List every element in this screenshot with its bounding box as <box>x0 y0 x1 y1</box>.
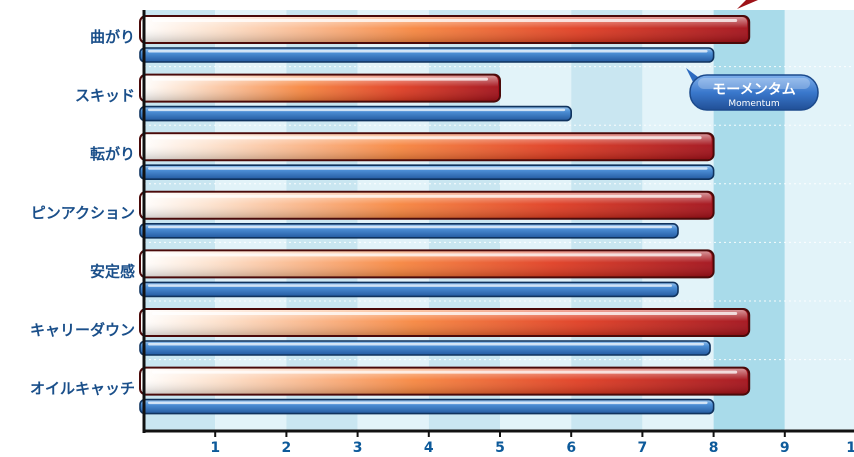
grid-band <box>571 10 643 431</box>
red-bar-highlight <box>152 370 738 374</box>
red-bar-highlight <box>152 312 738 315</box>
red-bar-highlight <box>152 77 488 81</box>
red-bar-highlight <box>152 194 702 198</box>
red-bar-gloss <box>142 134 712 160</box>
momentum-badge: モーメンタム Momentum <box>686 68 819 111</box>
red-bar-gloss <box>142 251 712 277</box>
category-label: スキッド <box>75 87 135 105</box>
red-bar-gloss <box>142 192 712 218</box>
blue-bar-highlight <box>148 401 708 405</box>
badge-label: モーメンタム <box>712 82 795 98</box>
red-bar-gloss <box>142 310 748 335</box>
red-bar-gloss <box>142 368 748 394</box>
blue-bar-highlight <box>148 108 566 112</box>
blue-bar-highlight <box>148 50 708 53</box>
red-bar-highlight <box>152 136 702 140</box>
x-tick-label: 9 <box>780 440 790 456</box>
x-tick-label: 6 <box>566 440 576 456</box>
category-label: 安定感 <box>90 262 135 280</box>
x-tick-label: 3 <box>353 440 363 456</box>
x-tick-label: 5 <box>495 440 505 456</box>
blue-bar-highlight <box>148 167 708 170</box>
red-bar-gloss <box>142 17 748 42</box>
grid-band <box>500 10 572 431</box>
red-bar-gloss <box>142 75 498 101</box>
blue-bar-highlight <box>148 284 672 287</box>
annotation-arrow <box>737 0 758 9</box>
grid-band <box>784 10 854 431</box>
category-label: ピンアクション <box>31 204 135 222</box>
x-tick-label: 2 <box>282 440 292 456</box>
category-label: 曲がり <box>90 28 135 46</box>
category-label: キャリーダウン <box>30 321 135 339</box>
x-tick-label: 10 <box>846 440 854 456</box>
blue-bar-highlight <box>148 343 705 346</box>
red-bar-highlight <box>152 253 702 257</box>
x-tick-label: 8 <box>709 440 719 456</box>
blue-bar-highlight <box>148 225 672 229</box>
red-bar-highlight <box>152 19 738 22</box>
x-tick-label: 1 <box>210 440 220 456</box>
category-label: 転がり <box>90 145 135 163</box>
badge-sublabel: Momentum <box>728 99 779 109</box>
x-tick-label: 7 <box>638 440 648 456</box>
x-tick-label: 4 <box>424 440 434 456</box>
category-label: オイルキャッチ <box>30 380 135 398</box>
